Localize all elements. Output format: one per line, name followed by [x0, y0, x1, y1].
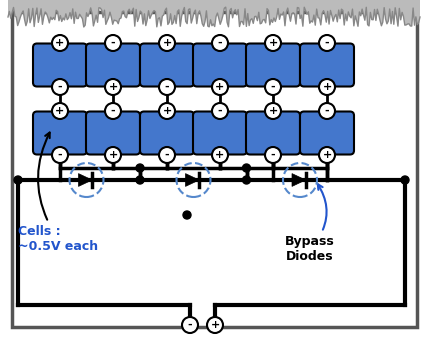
- Circle shape: [105, 79, 121, 95]
- Circle shape: [319, 79, 335, 95]
- Text: +: +: [162, 38, 172, 48]
- Circle shape: [159, 35, 175, 51]
- Circle shape: [136, 176, 144, 184]
- FancyBboxPatch shape: [86, 111, 140, 154]
- FancyBboxPatch shape: [300, 44, 354, 87]
- FancyBboxPatch shape: [12, 12, 417, 327]
- Text: Bypass
Diodes: Bypass Diodes: [285, 184, 335, 263]
- Text: -: -: [188, 320, 192, 330]
- Text: -: -: [271, 82, 275, 92]
- Text: +: +: [109, 82, 118, 92]
- Text: +: +: [55, 38, 65, 48]
- Text: -: -: [218, 106, 222, 116]
- Text: -: -: [325, 106, 329, 116]
- Text: +: +: [109, 150, 118, 160]
- Circle shape: [159, 147, 175, 163]
- Text: -: -: [111, 106, 115, 116]
- Circle shape: [159, 79, 175, 95]
- Text: Cells :
~0.5V each: Cells : ~0.5V each: [18, 132, 98, 253]
- Text: -: -: [57, 150, 62, 160]
- FancyBboxPatch shape: [300, 111, 354, 154]
- Circle shape: [183, 211, 191, 219]
- Circle shape: [401, 176, 409, 184]
- Text: +: +: [210, 320, 220, 330]
- Text: -: -: [325, 38, 329, 48]
- FancyBboxPatch shape: [193, 111, 247, 154]
- Circle shape: [265, 35, 281, 51]
- Circle shape: [242, 176, 251, 184]
- Circle shape: [212, 79, 228, 95]
- FancyBboxPatch shape: [246, 44, 300, 87]
- FancyBboxPatch shape: [246, 111, 300, 154]
- Text: +: +: [269, 38, 278, 48]
- Polygon shape: [8, 0, 420, 27]
- Circle shape: [105, 103, 121, 119]
- Circle shape: [242, 164, 251, 172]
- Text: -: -: [165, 150, 169, 160]
- Text: +: +: [322, 82, 332, 92]
- Text: -: -: [165, 82, 169, 92]
- Circle shape: [207, 317, 223, 333]
- Text: -: -: [111, 38, 115, 48]
- Circle shape: [159, 103, 175, 119]
- FancyBboxPatch shape: [33, 44, 87, 87]
- Circle shape: [52, 35, 68, 51]
- Circle shape: [319, 147, 335, 163]
- FancyBboxPatch shape: [193, 44, 247, 87]
- Circle shape: [14, 176, 22, 184]
- Circle shape: [265, 147, 281, 163]
- Text: +: +: [55, 106, 65, 116]
- Circle shape: [105, 35, 121, 51]
- Polygon shape: [185, 174, 199, 186]
- Circle shape: [52, 147, 68, 163]
- Circle shape: [212, 103, 228, 119]
- Circle shape: [52, 79, 68, 95]
- Text: +: +: [215, 150, 225, 160]
- Polygon shape: [79, 174, 92, 186]
- Circle shape: [319, 103, 335, 119]
- Circle shape: [265, 103, 281, 119]
- Text: -: -: [218, 38, 222, 48]
- Text: -: -: [271, 150, 275, 160]
- FancyBboxPatch shape: [140, 44, 194, 87]
- Text: +: +: [269, 106, 278, 116]
- Text: +: +: [162, 106, 172, 116]
- Text: +: +: [322, 150, 332, 160]
- Circle shape: [319, 35, 335, 51]
- Circle shape: [212, 147, 228, 163]
- Circle shape: [105, 147, 121, 163]
- FancyBboxPatch shape: [33, 111, 87, 154]
- Text: -: -: [57, 82, 62, 92]
- Circle shape: [136, 164, 144, 172]
- FancyBboxPatch shape: [140, 111, 194, 154]
- Circle shape: [265, 79, 281, 95]
- FancyBboxPatch shape: [86, 44, 140, 87]
- Circle shape: [52, 103, 68, 119]
- Polygon shape: [292, 174, 305, 186]
- Circle shape: [212, 35, 228, 51]
- Text: +: +: [215, 82, 225, 92]
- Circle shape: [182, 317, 198, 333]
